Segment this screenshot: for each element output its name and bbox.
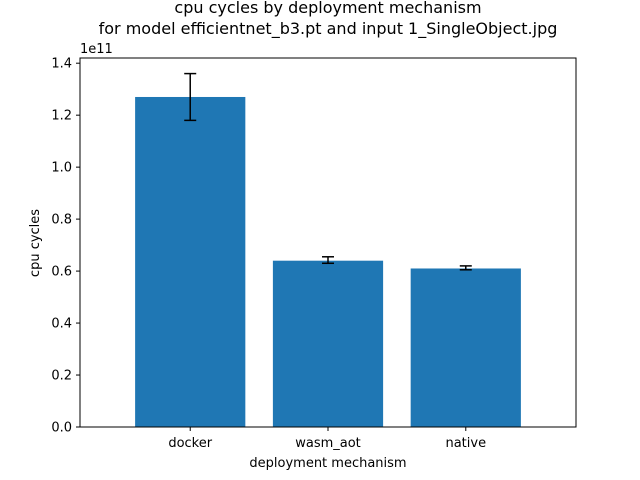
x-tick-label-wasm_aot: wasm_aot bbox=[295, 436, 361, 451]
plot-frame bbox=[79, 57, 577, 428]
bar-native bbox=[410, 268, 521, 427]
x-axis-label: deployment mechanism bbox=[249, 456, 406, 471]
y-tick-label-2: 0.4 bbox=[51, 317, 72, 332]
y-tick-label-1: 0.2 bbox=[51, 369, 72, 384]
x-axis-ticks: docker wasm_aot native bbox=[168, 427, 486, 451]
x-tick-label-native: native bbox=[445, 436, 486, 451]
bar-docker bbox=[135, 96, 246, 427]
y-tick-label-6: 1.2 bbox=[51, 109, 72, 124]
bars-group bbox=[135, 96, 521, 427]
y-offset-label: 1e11 bbox=[80, 42, 113, 57]
y-tick-label-7: 1.4 bbox=[51, 57, 72, 72]
bar-wasm_aot bbox=[272, 260, 384, 427]
y-tick-label-4: 0.8 bbox=[51, 213, 72, 228]
y-tick-label-5: 1.0 bbox=[51, 161, 72, 176]
errorbars-group bbox=[184, 72, 472, 271]
chart-title-line-1: cpu cycles by deployment mechanism bbox=[174, 0, 481, 17]
x-tick-label-docker: docker bbox=[168, 436, 212, 451]
y-tick-label-3: 0.6 bbox=[51, 265, 72, 280]
chart-title-line-2: for model efficientnet_b3.pt and input 1… bbox=[99, 19, 558, 39]
y-tick-label-0: 0.0 bbox=[51, 421, 72, 436]
y-axis-ticks: 0.0 0.2 0.4 0.6 0.8 1.0 1.2 1.4 bbox=[51, 57, 80, 436]
y-axis-label: cpu cycles bbox=[28, 209, 43, 277]
